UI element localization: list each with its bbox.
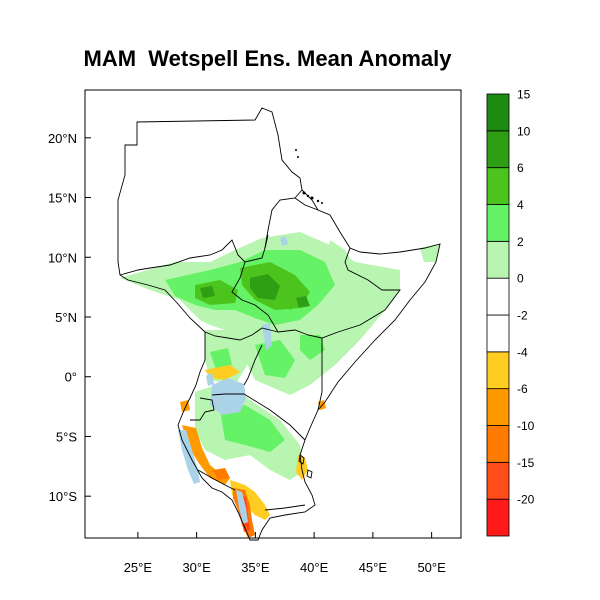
colorbar-swatch — [486, 498, 510, 537]
colorbar-label: 2 — [517, 235, 524, 249]
colorbar-label: -10 — [517, 419, 535, 433]
country-borders — [117, 107, 441, 541]
colorbar-swatch — [486, 130, 510, 169]
colorbar-label: -20 — [517, 493, 535, 507]
lat-tick-label: 5°S — [56, 429, 77, 444]
colorbar-swatch — [486, 461, 510, 500]
lat-tick-label: 15°N — [48, 191, 77, 206]
colorbar-swatch — [486, 204, 510, 242]
latitude-axis: 20°N 15°N 10°N 5°N 0° 5°S 10°S — [48, 131, 91, 504]
colorbar-label: 4 — [517, 198, 524, 212]
lat-tick-label: 10°N — [48, 250, 77, 265]
colorbar-swatch — [486, 93, 510, 132]
colorbar-swatch — [486, 388, 510, 426]
colorbar-label: -15 — [517, 456, 535, 470]
colorbar-swatch — [486, 314, 510, 353]
lake-victoria — [210, 378, 246, 415]
anomaly-shading — [120, 232, 440, 538]
colorbar-label: 0 — [517, 272, 524, 286]
colorbar-swatch — [486, 277, 510, 316]
lake-malawi — [236, 490, 248, 524]
colorbar-swatch — [486, 351, 510, 390]
lat-tick-label: 0° — [65, 370, 77, 385]
colorbar-swatch — [486, 240, 510, 279]
lake-albert — [206, 372, 214, 386]
colorbar-swatch — [486, 425, 510, 463]
lat-tick-label: 10°S — [49, 489, 78, 504]
colorbar-label: -4 — [517, 345, 528, 359]
lon-tick-label: 45°E — [359, 560, 388, 575]
lat-tick-label: 5°N — [55, 310, 77, 325]
lon-tick-label: 35°E — [241, 560, 270, 575]
coastal-islands — [295, 149, 323, 204]
lon-tick-label: 25°E — [124, 560, 153, 575]
lat-tick-label: 20°N — [48, 131, 77, 146]
colorbar-label: 6 — [517, 161, 524, 175]
lon-tick-label: 50°E — [417, 560, 446, 575]
longitude-axis: 25°E 30°E 35°E 40°E 45°E 50°E — [124, 532, 446, 575]
colorbar-label: 10 — [517, 124, 531, 138]
lon-tick-label: 40°E — [300, 560, 329, 575]
map-title: MAM Wetspell Ens. Mean Anomaly — [83, 46, 452, 71]
lon-tick-label: 30°E — [182, 560, 211, 575]
lake-tana — [280, 236, 288, 246]
colorbar-swatch — [486, 167, 510, 205]
colorbar-label: -2 — [517, 309, 528, 323]
colorbar-label: -6 — [517, 382, 528, 396]
colorbar-label: 15 — [517, 88, 531, 102]
